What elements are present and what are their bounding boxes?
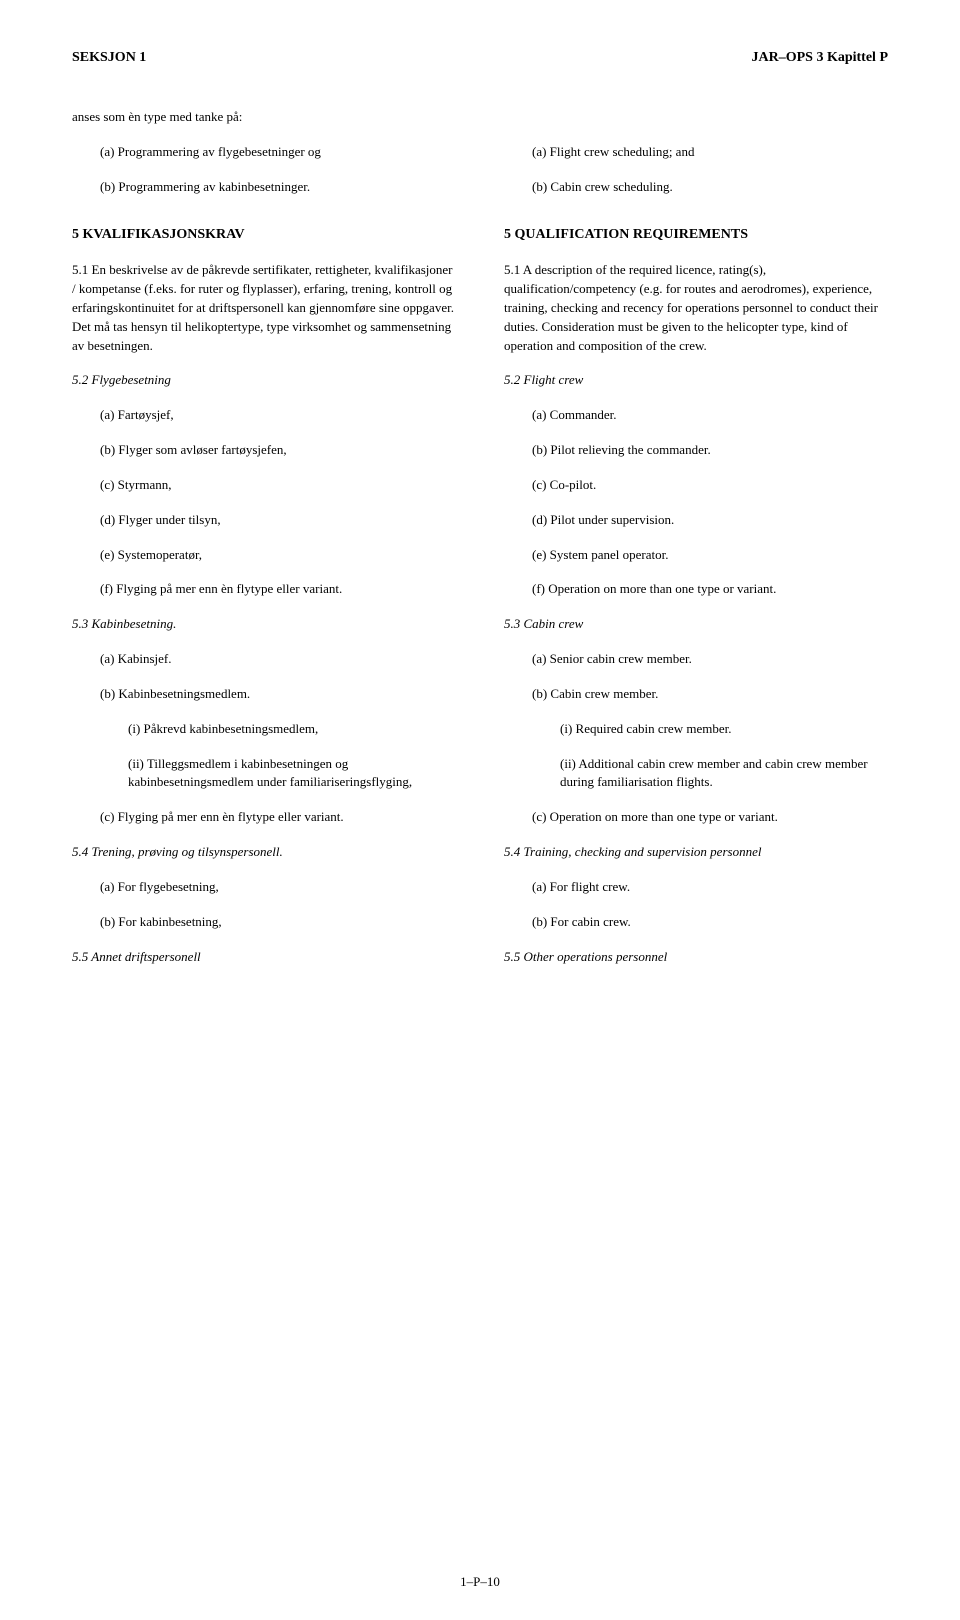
- left-s5-3-c: (c) Flyging på mer enn èn flytype eller …: [72, 808, 456, 827]
- page-header: SEKSJON 1 JAR–OPS 3 Kapittel P: [72, 48, 888, 68]
- page-footer: 1–P–10: [0, 1573, 960, 1592]
- right-intro-a: (a) Flight crew scheduling; and: [504, 143, 888, 162]
- right-s5-3-b-i: (i) Required cabin crew member.: [504, 720, 888, 739]
- right-s5-heading: 5 QUALIFICATION REQUIREMENTS: [504, 225, 888, 245]
- right-s5-3-heading: 5.3 Cabin crew: [504, 615, 888, 634]
- two-column-body: anses som èn type med tanke på: (a) Prog…: [72, 108, 888, 982]
- right-s5-4-a: (a) For flight crew.: [504, 878, 888, 897]
- left-s5-1: 5.1 En beskrivelse av de påkrevde sertif…: [72, 261, 456, 355]
- left-s5-2-b: (b) Flyger som avløser fartøysjefen,: [72, 441, 456, 460]
- left-s5-heading: 5 KVALIFIKASJONSKRAV: [72, 225, 456, 245]
- right-s5-1: 5.1 A description of the required licenc…: [504, 261, 888, 355]
- right-s5-4-heading: 5.4 Training, checking and supervision p…: [504, 843, 888, 862]
- left-s5-2-e: (e) Systemoperatør,: [72, 546, 456, 565]
- left-s5-5-heading: 5.5 Annet driftspersonell: [72, 948, 456, 967]
- right-intro-b: (b) Cabin crew scheduling.: [504, 178, 888, 197]
- right-s5-2-b: (b) Pilot relieving the commander.: [504, 441, 888, 460]
- left-s5-2-a: (a) Fartøysjef,: [72, 406, 456, 425]
- left-s5-3-b: (b) Kabinbesetningsmedlem.: [72, 685, 456, 704]
- left-intro: anses som èn type med tanke på:: [72, 108, 456, 127]
- left-s5-4-heading: 5.4 Trening, prøving og tilsynspersonell…: [72, 843, 456, 862]
- right-s5-2-heading: 5.2 Flight crew: [504, 371, 888, 390]
- right-s5-2-f: (f) Operation on more than one type or v…: [504, 580, 888, 599]
- right-s5-3-a: (a) Senior cabin crew member.: [504, 650, 888, 669]
- left-intro-a: (a) Programmering av flygebesetninger og: [72, 143, 456, 162]
- right-s5-2-a: (a) Commander.: [504, 406, 888, 425]
- left-s5-4-a: (a) For flygebesetning,: [72, 878, 456, 897]
- header-left: SEKSJON 1: [72, 48, 146, 68]
- right-s5-4-b: (b) For cabin crew.: [504, 913, 888, 932]
- left-s5-2-d: (d) Flyger under tilsyn,: [72, 511, 456, 530]
- left-s5-3-a: (a) Kabinsjef.: [72, 650, 456, 669]
- left-intro-b: (b) Programmering av kabinbesetninger.: [72, 178, 456, 197]
- right-s5-2-d: (d) Pilot under supervision.: [504, 511, 888, 530]
- left-s5-2-f: (f) Flyging på mer enn èn flytype eller …: [72, 580, 456, 599]
- left-s5-2-heading: 5.2 Flygebesetning: [72, 371, 456, 390]
- left-s5-4-b: (b) For kabinbesetning,: [72, 913, 456, 932]
- header-right: JAR–OPS 3 Kapittel P: [752, 48, 889, 68]
- left-s5-3-b-i: (i) Påkrevd kabinbesetningsmedlem,: [72, 720, 456, 739]
- right-s5-5-heading: 5.5 Other operations personnel: [504, 948, 888, 967]
- right-s5-2-e: (e) System panel operator.: [504, 546, 888, 565]
- left-column: anses som èn type med tanke på: (a) Prog…: [72, 108, 456, 982]
- right-s5-3-c: (c) Operation on more than one type or v…: [504, 808, 888, 827]
- right-s5-3-b-ii: (ii) Additional cabin crew member and ca…: [504, 755, 888, 793]
- left-s5-3-heading: 5.3 Kabinbesetning.: [72, 615, 456, 634]
- right-s5-3-b: (b) Cabin crew member.: [504, 685, 888, 704]
- right-s5-2-c: (c) Co-pilot.: [504, 476, 888, 495]
- left-s5-2-c: (c) Styrmann,: [72, 476, 456, 495]
- left-s5-3-b-ii: (ii) Tilleggsmedlem i kabinbesetningen o…: [72, 755, 456, 793]
- right-column: (a) Flight crew scheduling; and (b) Cabi…: [504, 108, 888, 982]
